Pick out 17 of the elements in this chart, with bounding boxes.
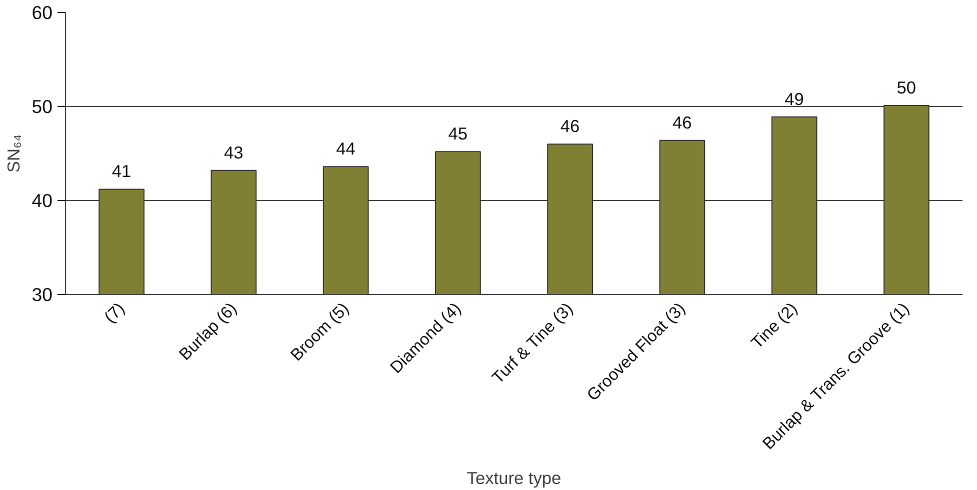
data-label: 41 (112, 161, 132, 182)
data-label: 44 (336, 138, 356, 159)
x-tick-label: Turf & Tine (3) (488, 298, 577, 388)
y-tick-label: 40 (32, 190, 53, 211)
data-label: 43 (224, 142, 244, 162)
x-tick-label: (7) (100, 298, 128, 327)
x-axis-title: Texture type (466, 468, 562, 488)
data-label: 46 (560, 116, 580, 136)
y-tick-label: 50 (32, 96, 53, 117)
y-axis-title: SN₆₄ (4, 134, 24, 173)
data-label: 46 (672, 112, 692, 132)
data-label: 49 (784, 88, 804, 109)
y-tick-label: 60 (32, 2, 53, 23)
data-label: 45 (448, 124, 468, 144)
data-label: 50 (896, 78, 916, 98)
y-tick-label: 30 (32, 284, 53, 305)
x-tick-label: Tine (2) (747, 298, 802, 352)
